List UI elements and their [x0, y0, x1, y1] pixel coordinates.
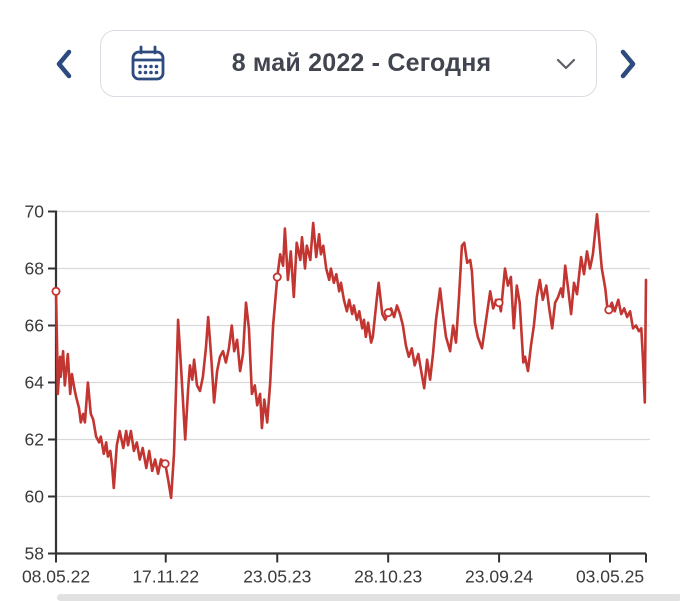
next-period-button[interactable]: [608, 40, 648, 88]
y-tick-label: 64: [25, 373, 45, 393]
period-selector-header: 8 май 2022 - Сегодня: [0, 0, 680, 120]
y-tick-label: 66: [25, 316, 44, 336]
y-tick-label: 58: [25, 544, 44, 564]
previous-period-button[interactable]: [44, 40, 84, 88]
rate-line-series: [54, 213, 648, 500]
x-tick-label: 03.05.25: [576, 567, 644, 587]
y-tick-label: 70: [25, 202, 45, 222]
data-point-marker: [604, 305, 614, 315]
date-range-label: 8 май 2022 - Сегодня: [231, 49, 492, 77]
y-tick-label: 60: [25, 487, 45, 507]
horizontal-scrollbar[interactable]: [57, 594, 680, 601]
x-tick-label: 23.05.23: [243, 567, 311, 587]
data-point-marker: [494, 298, 504, 308]
data-point-marker: [383, 308, 393, 318]
chevron-right-icon: [620, 49, 636, 79]
data-point-marker: [272, 272, 282, 282]
y-tick-label: 68: [25, 259, 44, 279]
data-point-marker: [51, 286, 61, 296]
x-tick-label: 08.05.22: [22, 567, 90, 587]
chevron-down-icon: [556, 58, 576, 70]
calendar-icon: [129, 44, 167, 84]
x-tick-label: 17.11.22: [132, 567, 199, 587]
y-tick-label: 62: [25, 430, 44, 450]
data-point-marker: [160, 459, 170, 469]
x-tick-label: 23.09.24: [465, 567, 533, 587]
x-tick-label: 28.10.23: [354, 567, 422, 587]
date-range-selector[interactable]: 8 май 2022 - Сегодня: [100, 30, 597, 97]
chevron-left-icon: [56, 49, 72, 79]
